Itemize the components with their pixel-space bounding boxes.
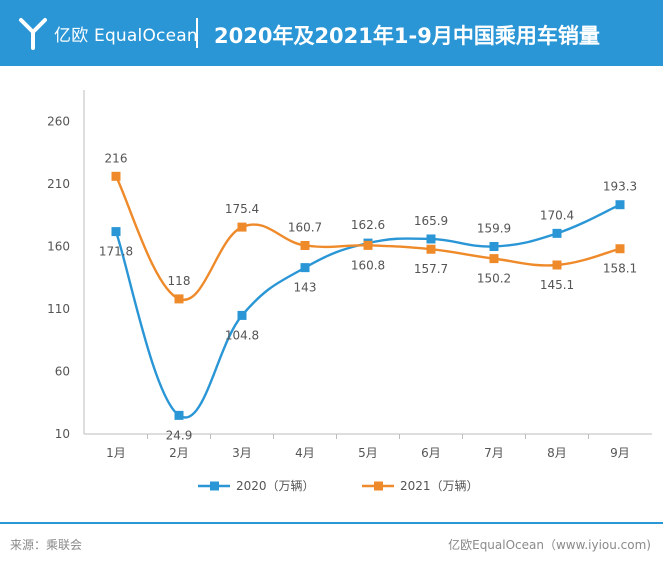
legend-label-1: 2021（万辆）	[400, 479, 479, 493]
x-tick-label: 3月	[232, 446, 252, 460]
series-0-point	[552, 228, 562, 238]
source-note: 来源：乘联会	[10, 538, 83, 552]
x-tick-label: 7月	[484, 446, 504, 460]
header-bar: 亿欧 EqualOcean 2020年及2021年1-9月中国乘用车销量	[0, 0, 663, 66]
y-tick-label: 210	[47, 177, 70, 191]
data-label: 159.9	[477, 221, 511, 235]
series-0-point	[237, 310, 247, 320]
legend-marker-0	[210, 481, 219, 491]
data-label: 157.7	[414, 262, 448, 276]
data-label: 160.7	[288, 220, 322, 234]
series-0-point	[111, 227, 121, 237]
x-tick-label: 5月	[358, 446, 378, 460]
series-1-point	[489, 254, 499, 264]
series-0-point	[489, 241, 499, 251]
data-label: 145.1	[540, 278, 574, 292]
data-label: 24.9	[166, 428, 193, 442]
y-tick-label: 60	[55, 364, 70, 378]
series-1-point	[363, 240, 373, 250]
data-label: 143	[294, 281, 317, 295]
equalocean-logo-icon	[19, 18, 47, 50]
x-tick-label: 2月	[169, 446, 189, 460]
data-label: 175.4	[225, 202, 259, 216]
footer-divider	[0, 522, 663, 524]
series-0-point	[615, 200, 625, 210]
data-label: 216	[105, 151, 128, 165]
data-label: 170.4	[540, 208, 574, 222]
x-tick-label: 8月	[547, 446, 567, 460]
legend-label-0: 2020（万辆）	[236, 479, 315, 493]
data-label: 171.8	[99, 245, 133, 259]
chart-title: 2020年及2021年1-9月中国乘用车销量	[214, 24, 600, 48]
data-label: 104.8	[225, 328, 259, 342]
x-tick-label: 9月	[610, 446, 630, 460]
series-1-point	[300, 240, 310, 250]
y-tick-label: 110	[47, 302, 70, 316]
brand-logo: 亿欧 EqualOcean	[18, 14, 198, 52]
data-label: 165.9	[414, 214, 448, 228]
y-tick-label: 260	[47, 114, 70, 128]
y-tick-label: 10	[55, 427, 70, 441]
x-tick-label: 4月	[295, 446, 315, 460]
data-label: 150.2	[477, 272, 511, 286]
series-1-point	[111, 171, 121, 181]
y-tick-label: 160	[47, 239, 70, 253]
header-divider	[196, 18, 198, 48]
data-label: 193.3	[603, 180, 637, 194]
legend-marker-1	[374, 481, 383, 491]
series-0-point	[426, 234, 436, 244]
x-tick-label: 6月	[421, 446, 441, 460]
series-1-point	[174, 294, 184, 304]
series-1-point	[426, 244, 436, 254]
data-label: 118	[168, 274, 191, 288]
x-tick-label: 1月	[106, 446, 126, 460]
series-line-0	[114, 203, 621, 419]
brand-name: 亿欧 EqualOcean	[54, 25, 198, 46]
series-1-point	[237, 222, 247, 232]
series-0-point	[300, 263, 310, 273]
line-chart: 10 60 110 160 210 260 1月 2月 3月 4月 5月 6月 7月 8月 9月 171.8 2…	[47, 90, 652, 493]
data-label: 162.6	[351, 218, 385, 232]
credit-note: 亿欧EqualOcean（www.iyiou.com)	[448, 538, 651, 552]
data-label: 160.8	[351, 258, 385, 272]
series-0-point	[174, 410, 184, 420]
data-label: 158.1	[603, 262, 637, 276]
series-1-point	[552, 260, 562, 270]
series-1-point	[615, 244, 625, 254]
